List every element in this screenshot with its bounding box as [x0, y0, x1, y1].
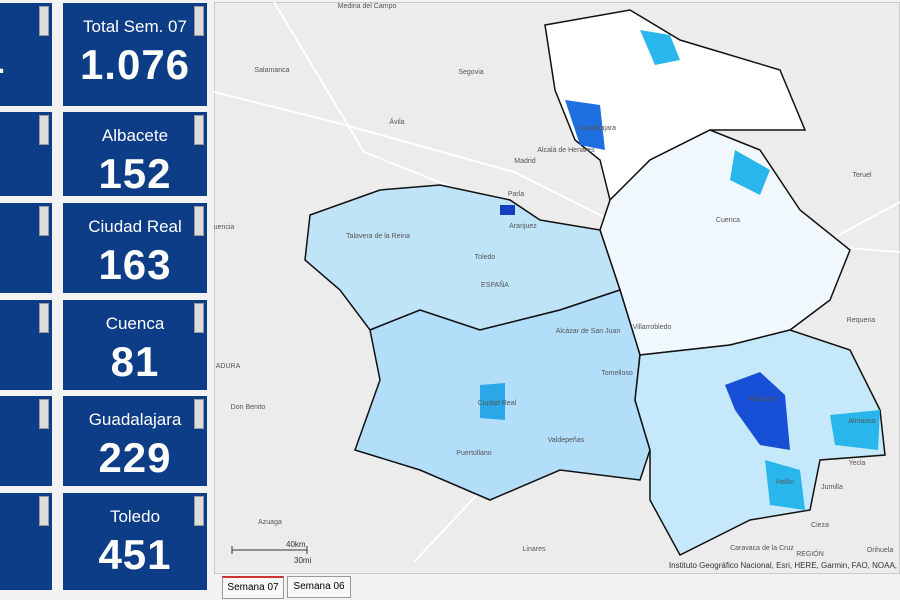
place-label: Linares: [523, 546, 546, 553]
scrollbar: [194, 115, 204, 145]
card-value: 152: [98, 150, 172, 196]
place-label: Orihuela: [867, 547, 894, 554]
place-label: Jumilla: [821, 484, 843, 491]
place-label: Ciudad Real: [478, 400, 517, 407]
place-label: Tomelloso: [601, 370, 633, 377]
place-label: Parla: [508, 191, 524, 198]
place-label: Villarrobledo: [633, 324, 672, 331]
place-label: Puertollano: [456, 450, 492, 457]
place-label: Talavera de la Reina: [346, 233, 410, 240]
tab[interactable]: Semana 06: [287, 576, 351, 598]
place-label: Don Benito: [231, 404, 266, 411]
card: te6: [0, 112, 52, 196]
place-label: Hellín: [776, 479, 794, 486]
scrollbar: [39, 399, 49, 429]
card-content: Total Sem. 07 1.076: [63, 3, 207, 89]
tab[interactable]: Semana 07: [222, 576, 284, 599]
place-label: Alcalá de Henares: [537, 147, 595, 154]
card-value: 6: [0, 150, 52, 196]
place-label: Medina del Campo: [338, 3, 397, 10]
card-value: 451: [98, 531, 172, 578]
card-value: 84: [0, 41, 52, 89]
card: Toledo 451: [63, 493, 207, 590]
card-content: Cuenca 81: [63, 300, 207, 386]
card-title: Cuenca: [105, 314, 165, 333]
place-label: Aranjuez: [509, 223, 537, 230]
card-title: Guadalajara: [88, 410, 182, 429]
card-title: Toledo: [109, 507, 161, 526]
place-label: Madrid: [514, 158, 536, 165]
card-value: 2: [0, 338, 52, 386]
place-label: Teruel: [852, 172, 872, 179]
card: ara8: [0, 396, 52, 486]
card-value: 0: [0, 241, 52, 289]
card-value: 8: [0, 531, 52, 579]
place-label: Albacete: [748, 396, 775, 403]
map[interactable]: Medina del Campo Salamanca Segovia Ávila Mad…: [214, 2, 900, 574]
scale-km: 40km: [286, 540, 306, 549]
place-label: Caravaca de la Cruz: [730, 545, 794, 552]
place-label: uencia: [214, 224, 234, 231]
card-content: Albacete 152: [63, 112, 207, 196]
place-label: Cuenca: [716, 217, 740, 224]
scrollbar: [39, 496, 49, 526]
card-value: 163: [98, 241, 172, 288]
scrollbar: [39, 6, 49, 36]
place-label: Toledo: [475, 254, 496, 261]
card: Total Sem. 07 1.076: [63, 3, 207, 106]
place-label: Salamanca: [254, 67, 289, 74]
scrollbar: [194, 6, 204, 36]
card: . 0684: [0, 3, 52, 106]
card-title: Albacete: [101, 126, 169, 145]
place-label: Ávila: [389, 117, 404, 126]
card: Real0: [0, 203, 52, 293]
card: o8: [0, 493, 52, 590]
scrollbar: [194, 399, 204, 429]
card: Guadalajara 229: [63, 396, 207, 486]
place-label: Yecla: [849, 460, 866, 467]
card-content: Guadalajara 229: [63, 396, 207, 482]
scale-mi: 30mi: [294, 556, 312, 565]
place-label: ESPAÑA: [481, 280, 509, 289]
card: a2: [0, 300, 52, 390]
place-label: Requena: [847, 317, 876, 324]
place-label: ADURA: [216, 363, 241, 370]
scrollbar: [194, 496, 204, 526]
place-label: Segovia: [458, 69, 483, 76]
card: Cuenca 81: [63, 300, 207, 390]
card-content: . 0684: [0, 3, 52, 89]
place-label: Azuaga: [258, 519, 282, 526]
card-content: Ciudad Real 163: [63, 203, 207, 289]
place-label: Valdepeñas: [548, 437, 585, 444]
card-title: Total Sem. 07: [83, 17, 187, 36]
scrollbar: [39, 115, 49, 145]
card-title: Ciudad Real: [88, 217, 182, 236]
card-content: Toledo 451: [63, 493, 207, 579]
scrollbar: [39, 206, 49, 236]
place-label: Guadalajara: [578, 125, 616, 132]
card-value: 81: [110, 338, 160, 385]
card: Albacete 152: [63, 112, 207, 196]
card: Ciudad Real 163: [63, 203, 207, 293]
place-label: Alcázar de San Juan: [556, 328, 621, 335]
scrollbar: [39, 303, 49, 333]
scrollbar: [194, 303, 204, 333]
card-value: 229: [98, 434, 172, 481]
place-label: Cieza: [811, 522, 829, 529]
place-label: Almansa: [848, 418, 875, 425]
card-value: 8: [0, 434, 52, 482]
scrollbar: [194, 206, 204, 236]
attribution: Instituto Geográfico Nacional, Esri, HER…: [669, 561, 897, 570]
place-label: REGIÓN: [796, 549, 824, 558]
card-value: 1.076: [79, 41, 191, 88]
